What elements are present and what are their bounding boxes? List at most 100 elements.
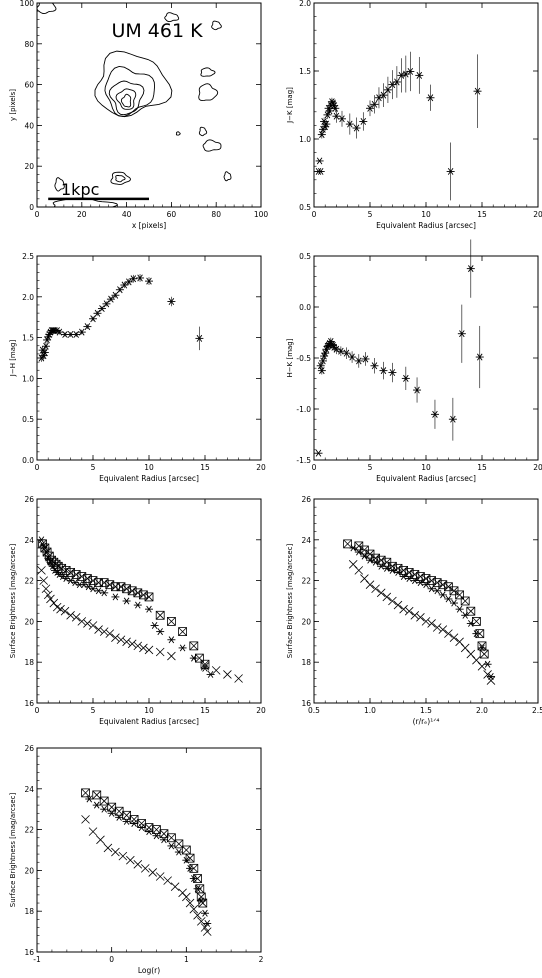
asterisk-stroke [389, 566, 396, 574]
data-point-asterisk [317, 131, 326, 139]
data-point-asterisk [92, 801, 101, 809]
y-tick-label: 0.5 [299, 252, 311, 261]
asterisk-stroke [123, 597, 130, 605]
data-point-boxed-x [410, 570, 420, 579]
data-point-asterisk [122, 597, 131, 605]
y-tick-label: 24 [301, 536, 311, 545]
data-point-x [105, 629, 115, 638]
data-point-asterisk [345, 120, 354, 128]
data-point-x [126, 855, 135, 865]
contour-level [54, 177, 65, 192]
data-point-asterisk [370, 100, 379, 108]
x-stroke [99, 578, 109, 587]
asterisk-stroke [479, 644, 485, 652]
asterisk-stroke [90, 315, 96, 323]
data-point-x [382, 592, 392, 602]
x-stroke [127, 586, 137, 596]
x-tick-label: 2 [259, 955, 264, 964]
x-stroke [71, 570, 81, 579]
data-point-x [189, 904, 199, 914]
x-stroke [416, 572, 425, 581]
data-point-asterisk [111, 291, 120, 299]
asterisk-stroke [56, 328, 63, 336]
x-stroke [155, 647, 165, 657]
data-point-boxed-x [77, 572, 87, 581]
x-stroke [393, 564, 403, 573]
asterisk-stroke [339, 115, 345, 123]
asterisk-stroke [121, 281, 128, 289]
asterisk-stroke [372, 558, 379, 566]
x-stroke [77, 617, 87, 626]
asterisk-stroke [326, 107, 333, 115]
asterisk-stroke [168, 842, 175, 850]
x-stroke [200, 923, 210, 932]
data-point-asterisk [361, 355, 370, 363]
box-stroke [455, 590, 465, 600]
y-axis-label: J−H [mag] [9, 340, 17, 378]
asterisk-stroke [146, 605, 152, 613]
data-point-asterisk [354, 357, 363, 365]
series-x [37, 566, 243, 683]
x-stroke [66, 610, 75, 620]
data-point-boxed-x [178, 627, 188, 636]
data-point-asterisk [472, 630, 481, 638]
data-point-asterisk [466, 619, 475, 627]
data-point-asterisk [206, 670, 215, 678]
box-stroke [460, 596, 470, 606]
asterisk-stroke [315, 449, 322, 457]
asterisk-stroke [76, 581, 83, 589]
data-point-x [111, 847, 120, 857]
data-point-x [200, 661, 210, 671]
data-point-asterisk [186, 864, 195, 872]
asterisk-stroke [440, 591, 446, 599]
x-axis-label: (r/rₑ)¹ᐟ⁴ [413, 717, 440, 726]
data-point-x [66, 610, 75, 620]
x-stroke [39, 576, 49, 585]
data-point-boxed-x [88, 576, 98, 585]
x-tick-label: 0 [35, 210, 40, 219]
data-point-x [393, 600, 403, 610]
panel-jh: 0 5 10 15 20 0.0 0.5 1.0 1.5 2.0 2.5 Equivalent Rad… [9, 252, 266, 483]
data-point-asterisk [150, 622, 159, 629]
panel-sb_logr: -1 0 1 2 16 18 20 22 24 26 Log(r) Surface Brightnes… [9, 744, 264, 975]
x-tick-label: 1.5 [420, 706, 432, 715]
series-points [314, 51, 482, 201]
data-point-x [39, 576, 49, 585]
x-axis-label: x [pixels] [132, 221, 166, 230]
asterisk-stroke [146, 828, 152, 836]
x-tick-label: 80 [211, 210, 221, 219]
x-stroke [111, 847, 120, 857]
asterisk-stroke [123, 817, 130, 825]
asterisk-stroke [86, 795, 93, 803]
asterisk-stroke [376, 94, 382, 102]
x-stroke [107, 802, 116, 812]
x-tick-label: 15 [477, 210, 487, 219]
data-point-x [139, 643, 148, 653]
data-point-boxed-x [61, 566, 71, 575]
x-stroke [399, 566, 408, 575]
y-axis-label: y [pixels] [9, 89, 17, 121]
x-stroke [343, 539, 352, 549]
asterisk-stroke [398, 71, 405, 79]
y-tick-label: 20 [24, 162, 34, 171]
x-stroke [421, 574, 431, 583]
data-point-boxed-x [471, 617, 481, 626]
data-point-asterisk [136, 274, 145, 282]
x-tick-label: 20 [256, 463, 266, 472]
asterisk-stroke [450, 415, 456, 423]
data-point-x [133, 641, 143, 651]
data-point-x [211, 666, 221, 675]
x-stroke [137, 819, 146, 828]
asterisk-stroke [416, 71, 423, 79]
asterisk-stroke [198, 897, 205, 905]
data-point-x [371, 584, 380, 594]
data-point-asterisk [152, 832, 161, 840]
x-stroke [427, 619, 436, 628]
asterisk-stroke [468, 265, 474, 273]
data-point-boxed-x [99, 796, 109, 806]
x-stroke [449, 586, 459, 596]
asterisk-stroke [207, 670, 214, 678]
asterisk-stroke [101, 805, 107, 813]
y-tick-label: 0 [29, 203, 34, 212]
box-stroke [61, 566, 71, 575]
